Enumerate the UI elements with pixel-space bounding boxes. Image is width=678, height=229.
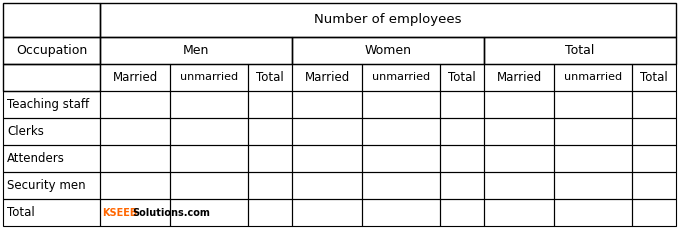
Bar — [554, 64, 632, 91]
Bar — [100, 37, 292, 64]
Bar — [170, 172, 248, 199]
Bar — [248, 118, 292, 145]
Bar — [440, 172, 484, 199]
Text: Total: Total — [448, 71, 476, 84]
Text: Total: Total — [256, 71, 284, 84]
Bar — [440, 145, 484, 172]
Bar — [292, 91, 362, 118]
Bar — [3, 64, 100, 91]
Bar — [100, 172, 170, 199]
Bar — [292, 64, 362, 91]
Bar — [170, 118, 248, 145]
Bar — [292, 172, 362, 199]
Bar — [632, 64, 676, 91]
Bar — [362, 172, 440, 199]
Text: Married: Married — [113, 71, 157, 84]
Text: unmarried: unmarried — [180, 73, 238, 82]
Text: Clerks: Clerks — [7, 125, 44, 138]
Bar — [554, 172, 632, 199]
Text: Total: Total — [7, 206, 35, 219]
Bar — [484, 199, 554, 226]
Text: unmarried: unmarried — [372, 73, 430, 82]
Bar — [440, 64, 484, 91]
Text: Number of employees: Number of employees — [314, 14, 462, 27]
Bar — [292, 37, 484, 64]
Text: Security men: Security men — [7, 179, 85, 192]
Text: unmarried: unmarried — [564, 73, 622, 82]
Text: Solutions.com: Solutions.com — [132, 207, 210, 218]
Bar — [632, 172, 676, 199]
Bar — [170, 91, 248, 118]
Bar — [484, 37, 676, 64]
Bar — [632, 118, 676, 145]
Bar — [3, 91, 100, 118]
Bar — [248, 91, 292, 118]
Bar — [484, 145, 554, 172]
Bar — [100, 64, 170, 91]
Text: Married: Married — [496, 71, 542, 84]
Bar — [440, 199, 484, 226]
Bar — [248, 172, 292, 199]
Bar — [3, 37, 100, 64]
Bar — [554, 118, 632, 145]
Text: Attenders: Attenders — [7, 152, 65, 165]
Bar — [292, 199, 362, 226]
Bar — [362, 145, 440, 172]
Bar — [362, 199, 440, 226]
Bar — [100, 91, 170, 118]
Bar — [292, 145, 362, 172]
Bar — [362, 118, 440, 145]
Bar — [3, 172, 100, 199]
Bar — [100, 199, 170, 226]
Bar — [248, 145, 292, 172]
Bar — [292, 118, 362, 145]
Bar — [554, 91, 632, 118]
Bar — [484, 91, 554, 118]
Bar — [362, 64, 440, 91]
Text: Teaching staff: Teaching staff — [7, 98, 89, 111]
Bar — [248, 199, 292, 226]
Bar — [632, 145, 676, 172]
Bar — [362, 91, 440, 118]
Bar — [554, 199, 632, 226]
Bar — [3, 3, 100, 37]
Bar — [440, 91, 484, 118]
Text: Total: Total — [565, 44, 595, 57]
Text: Women: Women — [365, 44, 412, 57]
Bar — [632, 199, 676, 226]
Bar — [632, 91, 676, 118]
Bar — [100, 145, 170, 172]
Bar — [440, 118, 484, 145]
Bar — [554, 145, 632, 172]
Text: KSEEB: KSEEB — [102, 207, 137, 218]
Text: Married: Married — [304, 71, 350, 84]
Bar — [484, 172, 554, 199]
Text: Total: Total — [640, 71, 668, 84]
Bar — [170, 199, 248, 226]
Bar — [3, 199, 100, 226]
Bar — [170, 145, 248, 172]
Bar — [3, 145, 100, 172]
Bar — [100, 118, 170, 145]
Bar — [3, 118, 100, 145]
Text: Men: Men — [183, 44, 210, 57]
Bar — [484, 118, 554, 145]
Bar — [248, 64, 292, 91]
Bar — [100, 3, 676, 37]
Bar — [484, 64, 554, 91]
Text: Occupation: Occupation — [16, 44, 87, 57]
Bar — [170, 64, 248, 91]
